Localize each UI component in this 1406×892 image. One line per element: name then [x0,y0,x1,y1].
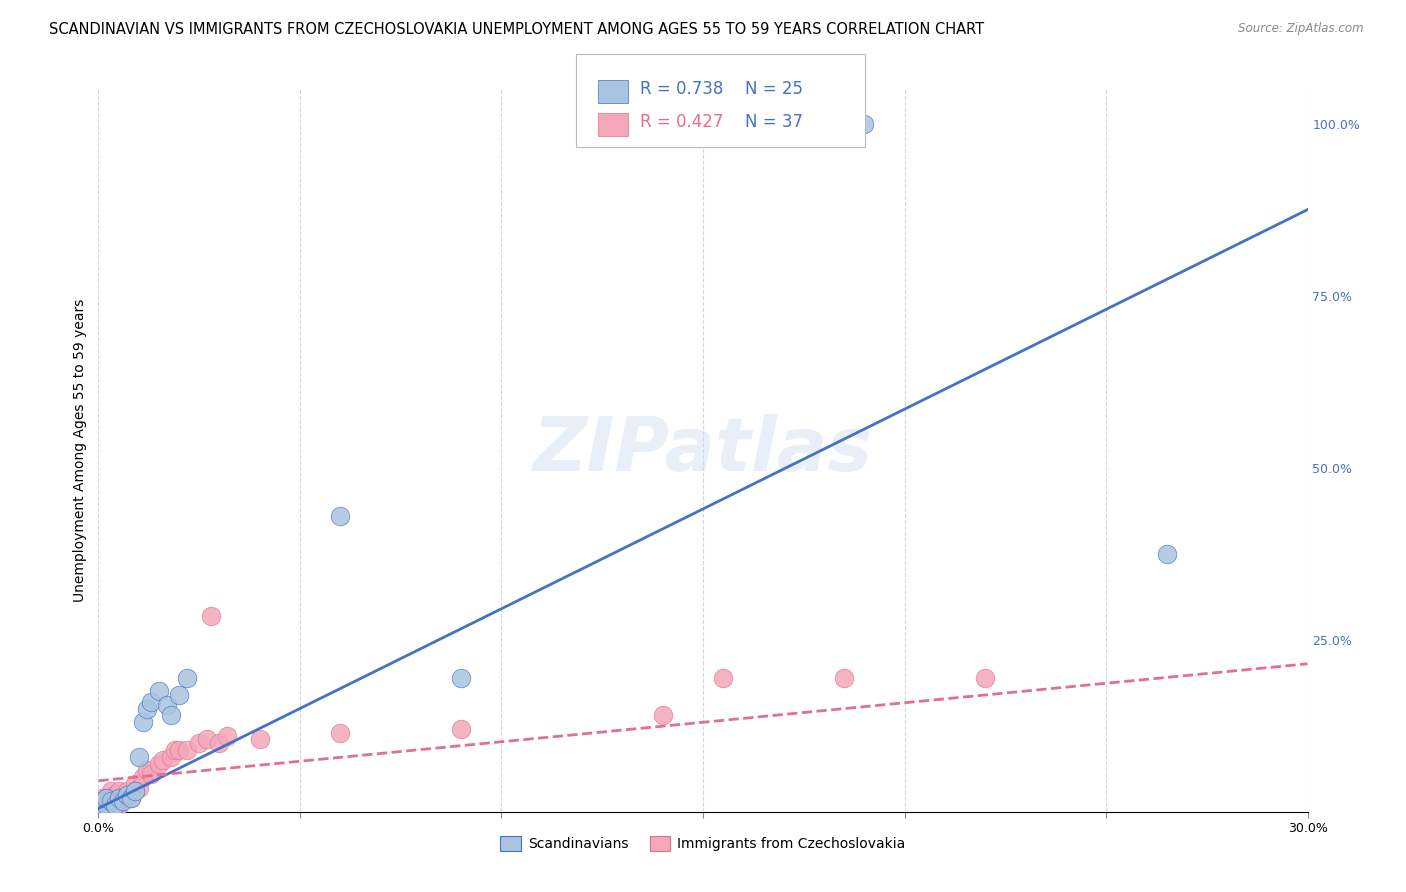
Legend: Scandinavians, Immigrants from Czechoslovakia: Scandinavians, Immigrants from Czechoslo… [495,830,911,857]
Point [120,791,142,805]
Point [100,797,122,812]
Point [124,777,146,791]
Point [176,743,198,757]
Point [139,767,162,781]
Point [160,749,183,764]
Point [167,688,190,702]
Point [132,715,155,730]
Text: SCANDINAVIAN VS IMMIGRANTS FROM CZECHOSLOVAKIA UNEMPLOYMENT AMONG AGES 55 TO 59 : SCANDINAVIAN VS IMMIGRANTS FROM CZECHOSL… [49,22,984,37]
Point [111,794,134,808]
Point [128,780,150,795]
Point [96,797,118,812]
Text: N = 25: N = 25 [745,80,803,98]
Point [91,797,114,812]
Point [450,671,472,685]
Point [832,671,855,685]
Point [156,698,179,712]
Point [107,797,129,812]
Point [188,736,211,750]
Point [91,801,114,815]
Point [91,791,114,805]
Point [115,788,138,802]
Point [148,684,170,698]
Point [128,749,150,764]
Point [249,732,271,747]
Point [1156,547,1178,561]
Point [148,756,170,771]
Point [111,791,134,805]
Point [135,701,157,715]
Point [152,753,174,767]
Point [91,794,114,808]
Text: ZIPatlas: ZIPatlas [533,414,873,487]
Point [853,117,876,131]
Point [115,784,138,798]
Point [107,791,129,805]
Point [163,743,186,757]
Point [124,784,146,798]
Y-axis label: Unemployment Among Ages 55 to 59 years: Unemployment Among Ages 55 to 59 years [73,299,87,602]
Point [329,508,352,523]
Point [329,725,352,739]
Point [103,788,125,802]
Point [100,784,122,798]
Point [91,801,114,815]
Point [103,794,125,808]
Point [107,784,129,798]
Point [200,608,222,623]
Point [711,671,734,685]
Point [167,743,190,757]
Point [103,797,125,812]
Point [195,732,218,747]
Text: N = 37: N = 37 [745,113,803,131]
Point [651,708,673,723]
Text: Source: ZipAtlas.com: Source: ZipAtlas.com [1239,22,1364,36]
Text: R = 0.427: R = 0.427 [640,113,723,131]
Point [139,695,162,709]
Point [96,797,118,812]
Point [450,722,472,736]
Point [135,764,157,778]
Point [96,791,118,805]
Point [160,708,183,723]
Text: R = 0.738: R = 0.738 [640,80,723,98]
Point [176,671,198,685]
Point [832,117,855,131]
Point [100,794,122,808]
Point [132,770,155,784]
Point [208,736,231,750]
Point [96,791,118,805]
Point [217,729,239,743]
Point [974,671,997,685]
Point [120,791,142,805]
